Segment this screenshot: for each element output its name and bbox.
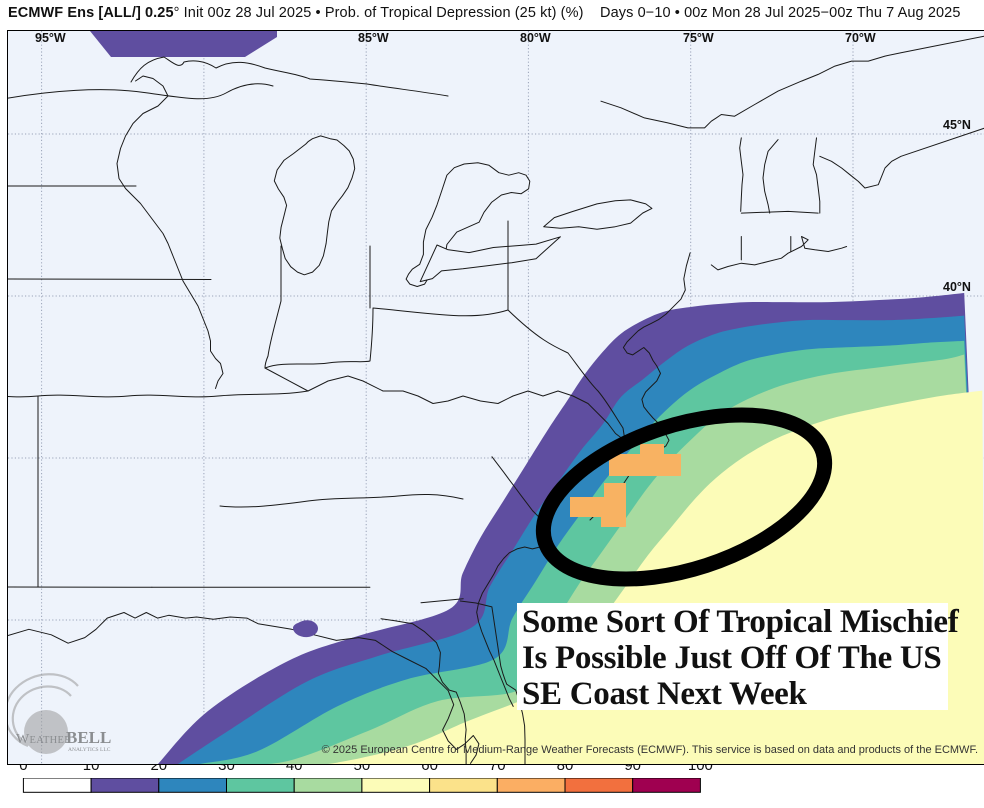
svg-text:95°W: 95°W [35,31,66,45]
svg-text:75°W: 75°W [683,31,714,45]
svg-text:© 2025 European Centre for Med: © 2025 European Centre for Medium-Range … [322,744,978,756]
svg-text:WEATHER: WEATHER [16,732,72,747]
svg-text:45°N: 45°N [943,118,971,132]
svg-text:Is Possible Just Off Of The US: Is Possible Just Off Of The US [522,640,941,676]
svg-text:85°W: 85°W [358,31,389,45]
svg-text:ANALYTICS LLC: ANALYTICS LLC [68,747,111,753]
svg-text:BELL: BELL [66,728,111,747]
svg-text:70°W: 70°W [845,31,876,45]
svg-text:SE Coast Next Week: SE Coast Next Week [522,676,808,712]
svg-text:40°N: 40°N [943,280,971,294]
svg-text:Some Sort Of Tropical Mischief: Some Sort Of Tropical Mischief [522,604,960,640]
svg-text:80°W: 80°W [520,31,551,45]
